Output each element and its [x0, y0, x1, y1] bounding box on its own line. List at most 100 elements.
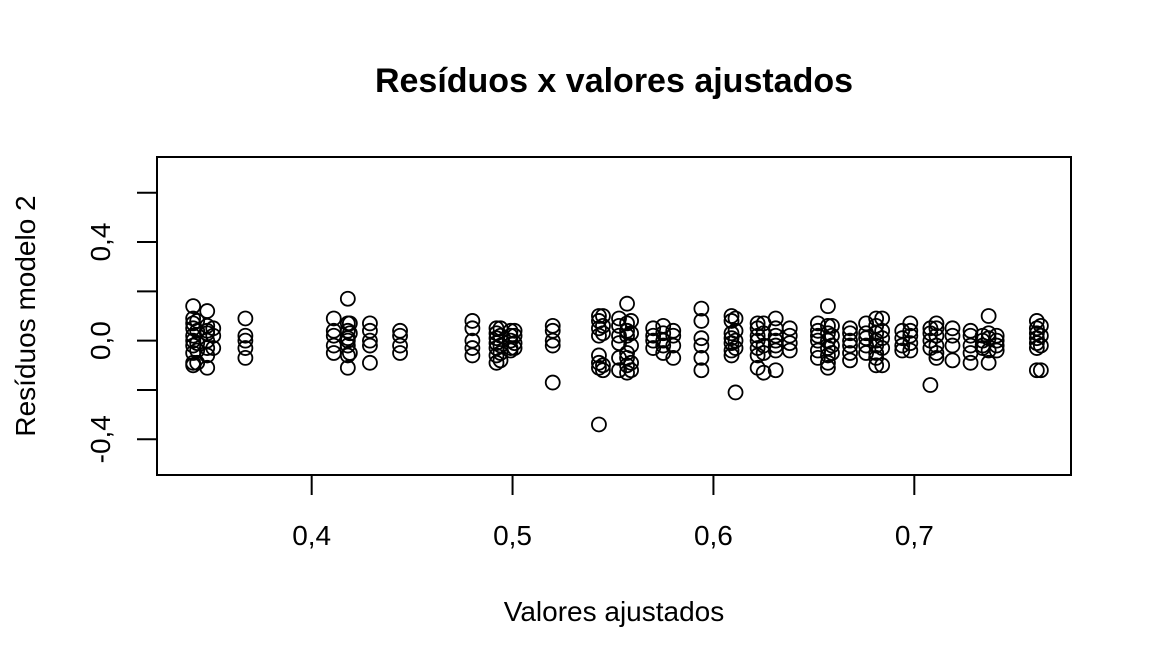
data-point [506, 335, 523, 352]
data-point [755, 364, 772, 381]
data-point [392, 327, 408, 344]
x-tick-label: 0,7 [895, 520, 934, 551]
data-point [874, 322, 891, 339]
data-point [645, 340, 662, 356]
data-point [544, 332, 561, 349]
data-point [842, 345, 858, 361]
data-point [189, 342, 206, 359]
data-point [928, 350, 945, 366]
data-point [723, 347, 740, 364]
data-point [980, 342, 997, 359]
data-point [842, 325, 858, 342]
data-point [824, 327, 840, 344]
data-point [693, 350, 710, 366]
data-point [623, 337, 639, 354]
y-axis-label: Resíduos modelo 2 [10, 195, 41, 436]
data-point [767, 310, 784, 327]
data-point [894, 337, 911, 354]
data-point [591, 327, 607, 344]
data-point [595, 357, 611, 374]
data-point [655, 337, 672, 354]
data-point [781, 335, 798, 352]
data-point [842, 352, 858, 369]
data-point [362, 354, 378, 371]
data-point [341, 345, 358, 361]
data-point [944, 327, 961, 344]
data-point [464, 347, 481, 364]
data-point [928, 337, 945, 354]
data-point [341, 315, 358, 332]
data-point [723, 330, 740, 347]
y-axis: -0,4 0,0 0,4 [85, 191, 157, 463]
data-point [781, 342, 798, 359]
data-point [237, 310, 254, 327]
data-point [928, 345, 945, 361]
data-point [645, 320, 662, 337]
data-point [824, 317, 840, 334]
data-point [502, 332, 519, 349]
data-point [325, 310, 342, 327]
x-axis: 0,4 0,5 0,6 0,7 [292, 475, 934, 551]
data-point [189, 313, 206, 329]
data-points [185, 290, 1049, 433]
data-point [874, 310, 891, 327]
data-point [665, 350, 682, 366]
data-point [727, 322, 744, 339]
data-point [809, 332, 826, 349]
data-point [809, 350, 826, 366]
data-point [902, 322, 919, 339]
data-point [693, 362, 710, 379]
data-point [619, 345, 635, 361]
data-point [362, 332, 378, 349]
data-point [492, 345, 509, 361]
data-point [755, 345, 772, 361]
data-point [506, 327, 523, 344]
data-point [902, 335, 919, 352]
data-point [237, 340, 254, 356]
data-point [502, 342, 519, 359]
data-point [591, 416, 607, 433]
data-point [820, 354, 836, 371]
data-point [727, 310, 744, 327]
data-point [611, 362, 627, 379]
data-point [874, 330, 891, 347]
data-point [623, 362, 639, 379]
data-point [199, 359, 216, 376]
data-point [464, 313, 481, 329]
data-point [199, 303, 216, 319]
data-point [693, 313, 710, 329]
data-point [693, 330, 710, 347]
data-point [189, 322, 206, 339]
data-point [824, 345, 840, 361]
data-point [1028, 335, 1045, 352]
data-point [205, 320, 222, 337]
data-point [980, 308, 997, 324]
data-point [820, 347, 836, 364]
data-point [645, 327, 662, 344]
y-tick-label: 0,4 [85, 223, 116, 262]
data-point [874, 340, 891, 356]
data-point [595, 362, 611, 379]
data-point [591, 347, 607, 364]
data-point [809, 322, 826, 339]
data-point [902, 315, 919, 332]
data-point [723, 308, 740, 324]
data-point [488, 354, 505, 371]
data-point [619, 357, 635, 374]
data-point [392, 337, 408, 354]
data-point [980, 354, 997, 371]
data-point [619, 322, 635, 339]
data-point [858, 325, 875, 342]
data-point [723, 342, 740, 359]
data-point [988, 342, 1005, 359]
x-axis-label: Valores ajustados [504, 596, 725, 627]
data-point [591, 308, 607, 324]
data-point [544, 374, 561, 391]
x-tick-label: 0,6 [694, 520, 733, 551]
data-point [492, 352, 509, 369]
data-point [820, 298, 836, 315]
data-point [362, 315, 378, 332]
data-point [655, 332, 672, 349]
data-point [928, 315, 945, 332]
